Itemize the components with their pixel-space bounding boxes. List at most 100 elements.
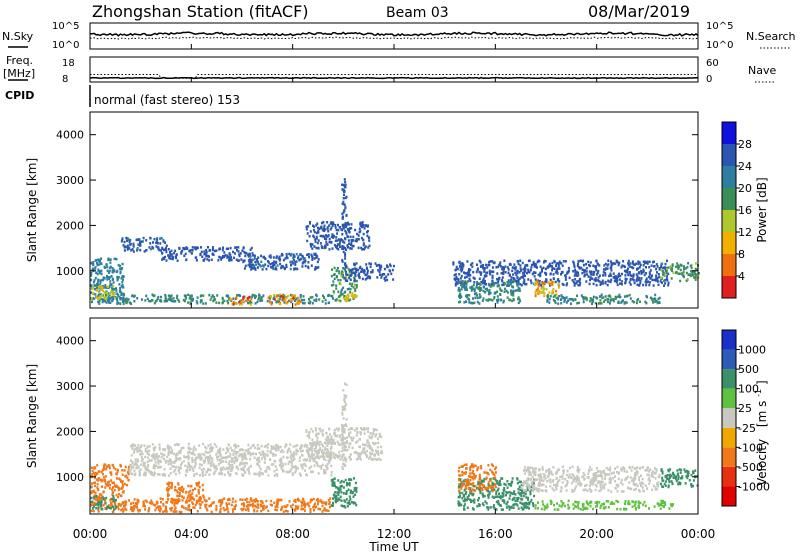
power-cell (111, 293, 114, 296)
freq-unit: [MHz] (3, 67, 35, 80)
velocity-cell (212, 463, 215, 467)
velocity-cell (96, 472, 99, 475)
velocity-cell (341, 429, 344, 433)
power-cell (455, 265, 458, 269)
velocity-cell (508, 508, 511, 511)
velocity-cell (123, 482, 126, 486)
power-cell (573, 282, 576, 285)
velocity-data (90, 382, 699, 514)
velocity-cell (332, 501, 334, 505)
velocity-cell (312, 430, 314, 433)
power-cell (344, 225, 347, 229)
velocity-cell (91, 500, 94, 503)
velocity-cell (496, 482, 499, 485)
power-cell (496, 301, 499, 304)
power-cell (260, 254, 263, 258)
velocity-cell (466, 506, 469, 509)
velocity-cell (269, 458, 271, 461)
velocity-cell (298, 459, 301, 463)
power-cell (164, 299, 167, 303)
velocity-cell (333, 442, 336, 445)
power-cell (102, 276, 105, 279)
power-cell (95, 285, 98, 288)
velocity-cell (334, 434, 337, 438)
power-cell (270, 303, 273, 306)
velocity-cell (170, 484, 173, 487)
velocity-cell (90, 482, 93, 485)
velocity-cell (225, 505, 228, 508)
velocity-cell (374, 457, 377, 461)
velocity-cell (460, 503, 463, 507)
velocity-cell (186, 455, 189, 459)
power-cell (491, 283, 494, 286)
velocity-cell (199, 474, 201, 477)
velocity-cell (150, 499, 153, 502)
power-cell (286, 301, 289, 304)
velocity-cell (355, 503, 358, 507)
power-cell (504, 265, 507, 268)
power-cell (336, 244, 339, 248)
velocity-cell (478, 496, 480, 500)
power-cell (104, 284, 107, 287)
velocity-cell (257, 460, 260, 463)
power-cell (277, 257, 280, 260)
power-cell (577, 274, 580, 277)
power-cell (293, 255, 296, 258)
power-cell (486, 266, 489, 269)
power-cell (225, 247, 228, 251)
power-cell (107, 275, 110, 279)
power-cell (309, 300, 312, 303)
velocity-cell (256, 444, 259, 447)
power-cell (229, 297, 232, 300)
power-data (90, 178, 700, 306)
velocity-cell (333, 481, 336, 484)
velocity-cell (513, 496, 516, 500)
velocity-cell (463, 463, 466, 467)
power-cell (261, 299, 264, 302)
velocity-cell (198, 455, 201, 459)
velocity-cell (175, 498, 178, 502)
power-cell (335, 228, 338, 232)
power-cell (467, 280, 470, 283)
power-cell (331, 295, 334, 298)
velocity-cell (483, 471, 486, 474)
velocity-cell (195, 500, 198, 504)
velocity-cell (193, 445, 196, 449)
velocity-cell (147, 469, 150, 472)
power-cell (139, 248, 142, 252)
power-cell (460, 283, 462, 287)
power-cell (121, 267, 124, 270)
power-cell (305, 225, 308, 228)
power-cell (366, 276, 369, 280)
power-cell (325, 234, 327, 237)
power-cell (363, 227, 366, 230)
velocity-cell (286, 504, 289, 507)
velocity-cell (469, 468, 472, 472)
velocity-cell (256, 447, 259, 450)
power-cell (116, 275, 119, 279)
power-cell (199, 253, 202, 257)
power-cell (482, 277, 485, 280)
velocity-cell (96, 502, 99, 505)
velocity-cell (267, 474, 270, 477)
power-cell (160, 249, 162, 252)
velocity-cell (141, 452, 144, 456)
power-cell (140, 298, 143, 301)
power-cell (307, 261, 310, 264)
velocity-cell (159, 507, 162, 511)
velocity-cell (166, 501, 169, 504)
power-cell (350, 274, 353, 277)
power-cell (648, 271, 651, 274)
power-cell (392, 264, 395, 268)
power-cell (291, 260, 294, 263)
velocity-cell (282, 510, 285, 513)
power-cell (251, 263, 254, 266)
power-cell (521, 272, 524, 275)
power-cell (465, 294, 467, 298)
velocity-cell (503, 501, 506, 504)
power-cell (113, 288, 116, 291)
power-cell (277, 294, 280, 297)
velocity-cell (323, 455, 326, 458)
velocity-cell (131, 447, 134, 450)
velocity-cell (174, 468, 177, 472)
